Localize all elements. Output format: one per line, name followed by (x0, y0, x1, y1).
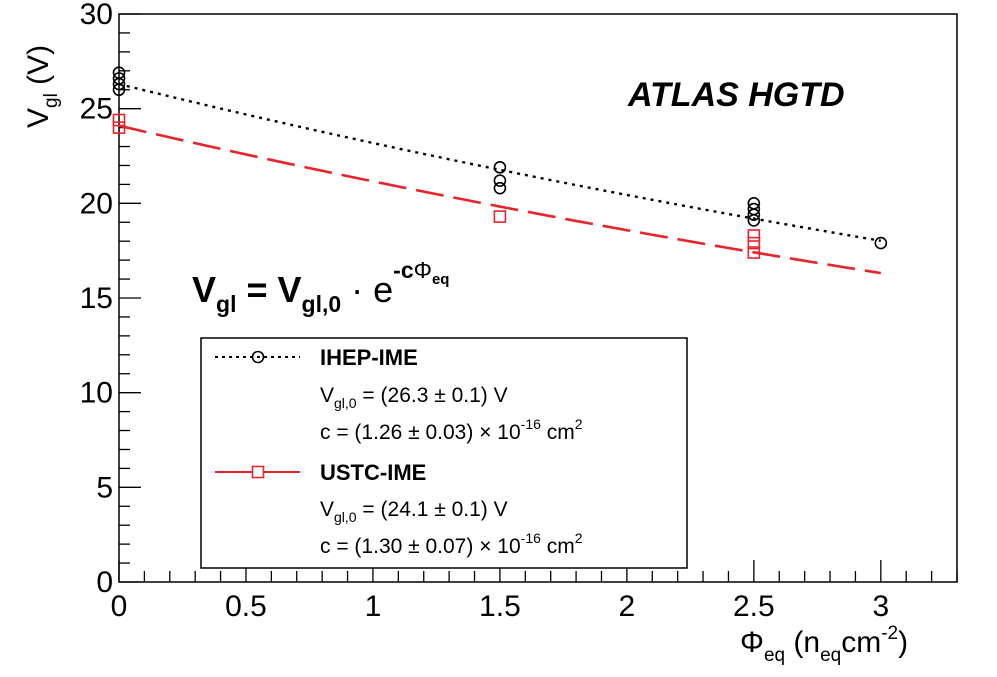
data-point-ihep-ime (112, 83, 126, 97)
legend-box (200, 337, 688, 569)
data-point-ihep-ime (493, 161, 507, 174)
legend-fit-c-ustc-ime: c = (1.30 ± 0.07) × 10-16 cm2 (320, 530, 583, 558)
data-point-ihep-ime (493, 174, 507, 187)
legend-fit-c-ihep-ime: c = (1.26 ± 0.03) × 10-16 cm2 (320, 416, 583, 444)
legend-marker-ihep-ime (251, 350, 265, 364)
y-axis-label: Vgl (V) (22, 45, 62, 128)
legend-label-ustc-ime: USTC-IME (320, 460, 426, 485)
fit-curve-ustc-ime (118, 124, 882, 275)
x-tick-label: 0.5 (225, 590, 267, 623)
data-point-ihep-ime (493, 181, 507, 195)
data-point-ihep-ime (874, 236, 888, 250)
data-points (112, 66, 888, 259)
legend: IHEP-IME Vgl,0 = (26.3 ± 0.1) V c = (1.2… (200, 337, 688, 569)
y-tick-label: 10 (80, 377, 113, 410)
y-tick-label: 25 (80, 93, 113, 126)
x-tick-label: 2 (619, 590, 636, 623)
data-point-ustc-ime (112, 113, 126, 127)
data-point-ihep-ime (747, 208, 761, 221)
data-point-ustc-ime (747, 236, 761, 250)
y-tick-label: 0 (96, 566, 113, 599)
fit-curve-ihep-ime (118, 82, 882, 242)
y-tick-label: 15 (80, 282, 113, 315)
y-tick-label: 20 (80, 187, 113, 220)
experiment-label: ATLAS HGTD (627, 76, 845, 114)
x-tick-label: 2.5 (733, 590, 775, 623)
legend-fit-v0-ustc-ime: Vgl,0 = (24.1 ± 0.1) V (320, 498, 508, 525)
x-tick-label: 3 (872, 590, 889, 623)
data-point-ustc-ime (493, 210, 507, 223)
legend-label-ihep-ime: IHEP-IME (320, 345, 418, 370)
data-point-ustc-ime (747, 246, 761, 259)
x-tick-label: 1.5 (479, 590, 521, 623)
fit-curves (118, 82, 882, 275)
legend-entry-ihep-ime: IHEP-IME Vgl,0 = (26.3 ± 0.1) V c = (1.2… (215, 345, 583, 444)
data-point-ustc-ime (112, 121, 126, 134)
x-tick-label: 0 (111, 590, 128, 623)
y-tick-label: 5 (96, 471, 113, 504)
data-point-ustc-ime (747, 229, 761, 242)
data-point-ihep-ime (112, 77, 126, 91)
legend-fit-v0-ihep-ime: Vgl,0 = (26.3 ± 0.1) V (320, 384, 508, 411)
fit-formula: Vgl = Vgl,0 · e-cΦeq (192, 257, 449, 317)
x-axis-label: Φeq (neqcm-2) (740, 623, 908, 666)
y-tick-label: 30 (80, 0, 113, 31)
legend-entry-ustc-ime: USTC-IME Vgl,0 = (24.1 ± 0.1) V c = (1.3… (215, 460, 583, 558)
x-tick-label: 1 (365, 590, 382, 623)
data-point-ihep-ime (747, 214, 761, 227)
legend-marker-ustc-ime (251, 465, 265, 479)
